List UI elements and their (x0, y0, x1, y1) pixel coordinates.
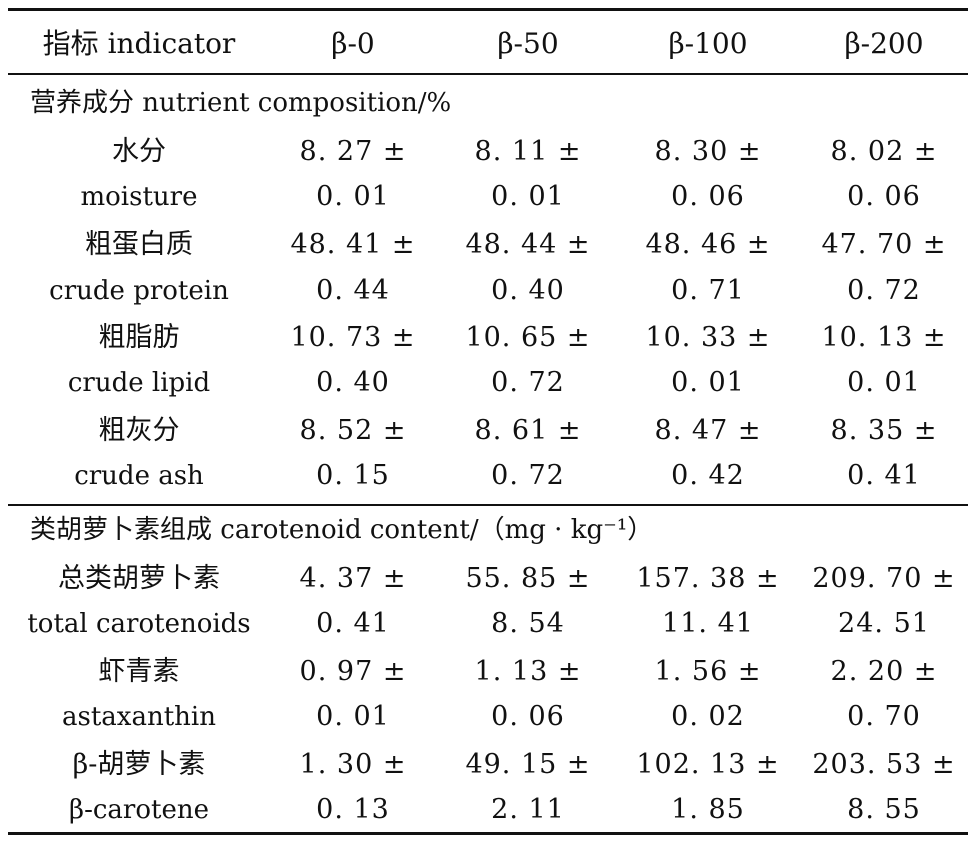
header-beta-50: β-50 (497, 27, 559, 60)
row-label-en: β-carotene (69, 795, 209, 825)
header-indicator: 指标 indicator (42, 27, 236, 60)
cell-error: 11. 41 (662, 608, 754, 639)
header-beta-200: β-200 (844, 27, 924, 60)
cell-error: 2. 11 (491, 794, 565, 825)
cell-error: 0. 71 (671, 275, 745, 306)
table-bottom-rule (8, 832, 968, 835)
row-label-zh: β-胡萝卜素 (72, 749, 206, 780)
row-label-en: astaxanthin (62, 702, 216, 732)
cell-value: 157. 38 ± (636, 563, 780, 594)
row-label-en: crude protein (49, 276, 229, 306)
cell-error: 0. 41 (316, 608, 390, 639)
table-row: crude lipid 0. 40 0. 72 0. 01 0. 01 (0, 360, 976, 406)
section-title-nutrient: 营养成分 nutrient composition/% (30, 88, 452, 118)
section-title-row: 类胡萝卜素组成 carotenoid content/（mg · kg⁻¹） (0, 507, 976, 553)
cell-value: 1. 30 ± (299, 749, 407, 780)
cell-error: 0. 01 (671, 367, 745, 398)
table-row: moisture 0. 01 0. 01 0. 06 0. 06 (0, 174, 976, 220)
row-label-zh: 虾青素 (98, 656, 180, 687)
table-header-rule (8, 73, 968, 75)
cell-error: 0. 42 (671, 460, 745, 491)
row-label-en: moisture (80, 182, 198, 212)
cell-error: 0. 01 (491, 181, 565, 212)
cell-value: 8. 02 ± (830, 136, 938, 167)
cell-value: 8. 52 ± (299, 415, 407, 446)
row-label-zh: 粗灰分 (98, 415, 180, 446)
section-divider-rule (8, 504, 968, 506)
cell-error: 0. 40 (316, 367, 390, 398)
cell-error: 0. 72 (847, 275, 921, 306)
row-label-zh: 粗脂肪 (98, 322, 180, 353)
row-label-en: total carotenoids (27, 609, 251, 639)
cell-error: 0. 01 (316, 701, 390, 732)
cell-error: 8. 55 (847, 794, 921, 825)
cell-value: 49. 15 ± (465, 749, 591, 780)
cell-value: 209. 70 ± (812, 563, 956, 594)
cell-error: 1. 85 (671, 794, 745, 825)
table-row: total carotenoids 0. 41 8. 54 11. 41 24.… (0, 601, 976, 647)
cell-value: 203. 53 ± (812, 749, 956, 780)
cell-value: 8. 35 ± (830, 415, 938, 446)
cell-value: 55. 85 ± (465, 563, 591, 594)
cell-value: 47. 70 ± (821, 229, 947, 260)
table-row: 粗灰分 8. 52 ± 8. 61 ± 8. 47 ± 8. 35 ± (0, 408, 976, 454)
cell-error: 0. 06 (491, 701, 565, 732)
cell-value: 48. 44 ± (465, 229, 591, 260)
cell-value: 10. 73 ± (290, 322, 416, 353)
table-row: 水分 8. 27 ± 8. 11 ± 8. 30 ± 8. 02 ± (0, 129, 976, 175)
row-label-en: crude lipid (67, 368, 211, 398)
cell-error: 0. 70 (847, 701, 921, 732)
cell-value: 8. 30 ± (654, 136, 762, 167)
row-label-en: crude ash (74, 461, 204, 491)
table-row: 粗蛋白质 48. 41 ± 48. 44 ± 48. 46 ± 47. 70 ± (0, 222, 976, 268)
table-row: 虾青素 0. 97 ± 1. 13 ± 1. 56 ± 2. 20 ± (0, 649, 976, 695)
cell-value: 8. 61 ± (474, 415, 582, 446)
cell-error: 0. 01 (316, 181, 390, 212)
cell-error: 8. 54 (491, 608, 565, 639)
cell-error: 0. 13 (316, 794, 390, 825)
table-row: 总类胡萝卜素 4. 37 ± 55. 85 ± 157. 38 ± 209. 7… (0, 556, 976, 602)
row-label-zh: 水分 (112, 136, 166, 167)
cell-value: 48. 46 ± (645, 229, 771, 260)
cell-error: 0. 41 (847, 460, 921, 491)
table-row: 粗脂肪 10. 73 ± 10. 65 ± 10. 33 ± 10. 13 ± (0, 315, 976, 361)
cell-error: 0. 15 (316, 460, 390, 491)
cell-error: 0. 01 (847, 367, 921, 398)
cell-error: 0. 06 (847, 181, 921, 212)
cell-value: 0. 97 ± (299, 656, 407, 687)
cell-value: 8. 11 ± (474, 136, 582, 167)
cell-error: 0. 44 (316, 275, 390, 306)
cell-error: 0. 72 (491, 460, 565, 491)
table-header-row: 指标 indicator β-0 β-50 β-100 β-200 (0, 21, 976, 67)
table-row: crude ash 0. 15 0. 72 0. 42 0. 41 (0, 453, 976, 499)
cell-value: 102. 13 ± (636, 749, 780, 780)
cell-error: 0. 02 (671, 701, 745, 732)
table-row: β-胡萝卜素 1. 30 ± 49. 15 ± 102. 13 ± 203. 5… (0, 742, 976, 788)
cell-value: 1. 13 ± (474, 656, 582, 687)
cell-value: 10. 13 ± (821, 322, 947, 353)
table-row: β-carotene 0. 13 2. 11 1. 85 8. 55 (0, 787, 976, 833)
cell-error: 24. 51 (838, 608, 930, 639)
header-beta-0: β-0 (331, 27, 375, 60)
cell-value: 10. 33 ± (645, 322, 771, 353)
table-top-rule (8, 8, 968, 11)
header-beta-100: β-100 (668, 27, 748, 60)
cell-error: 0. 40 (491, 275, 565, 306)
section-title-row: 营养成分 nutrient composition/% (0, 80, 976, 126)
table-row: astaxanthin 0. 01 0. 06 0. 02 0. 70 (0, 694, 976, 740)
cell-value: 4. 37 ± (299, 563, 407, 594)
cell-value: 48. 41 ± (290, 229, 416, 260)
cell-value: 8. 47 ± (654, 415, 762, 446)
table-row: crude protein 0. 44 0. 40 0. 71 0. 72 (0, 268, 976, 314)
cell-error: 0. 72 (491, 367, 565, 398)
cell-value: 1. 56 ± (654, 656, 762, 687)
cell-error: 0. 06 (671, 181, 745, 212)
row-label-zh: 总类胡萝卜素 (58, 563, 220, 594)
cell-value: 8. 27 ± (299, 136, 407, 167)
section-title-carotenoid: 类胡萝卜素组成 carotenoid content/（mg · kg⁻¹） (30, 515, 654, 545)
cell-value: 2. 20 ± (830, 656, 938, 687)
cell-value: 10. 65 ± (465, 322, 591, 353)
row-label-zh: 粗蛋白质 (85, 229, 193, 260)
